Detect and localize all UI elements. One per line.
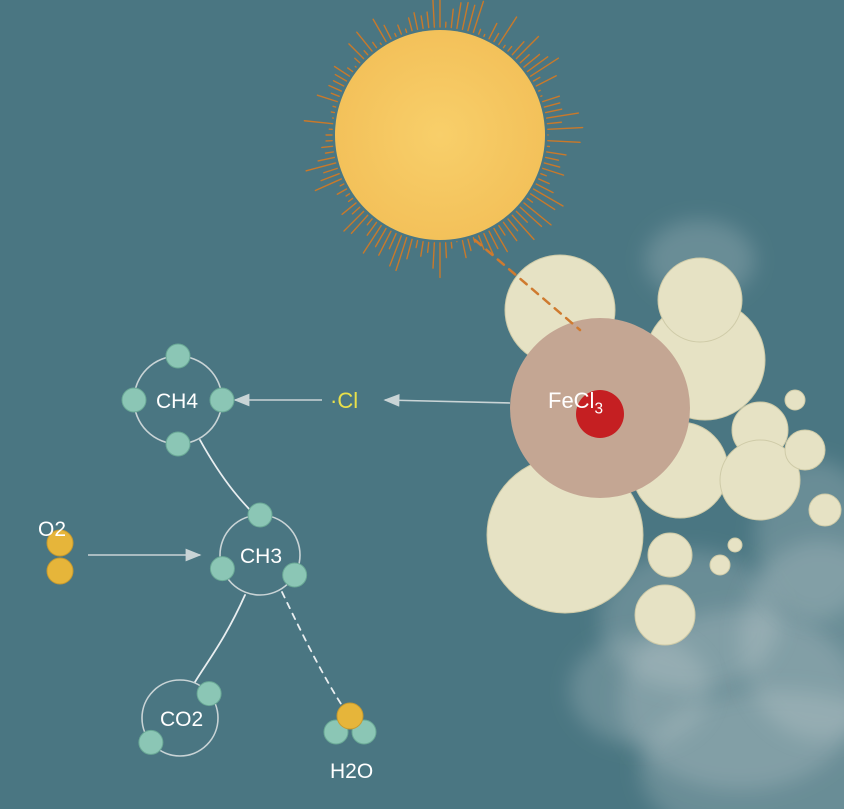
label-co2: CO2 bbox=[160, 708, 203, 732]
label-cl: ·Cl bbox=[330, 388, 358, 414]
label-ch4: CH4 bbox=[156, 390, 198, 414]
label-fecl3: FeCl3 bbox=[548, 388, 603, 418]
label-ch3: CH3 bbox=[240, 545, 282, 569]
label-fecl3-sub: 3 bbox=[594, 400, 603, 417]
molecules bbox=[47, 344, 376, 756]
sun-icon bbox=[304, 0, 582, 277]
diagram-canvas bbox=[0, 0, 844, 809]
label-h2o: H2O bbox=[330, 760, 373, 784]
label-fecl3-main: FeCl bbox=[548, 388, 594, 413]
label-o2: O2 bbox=[38, 518, 66, 542]
reaction-arrows bbox=[88, 400, 510, 555]
